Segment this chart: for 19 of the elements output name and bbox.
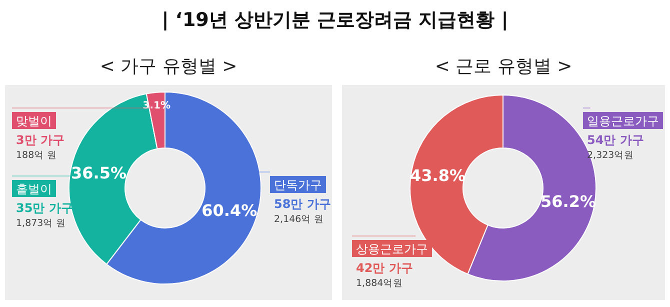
text: 1,884억원 <box>356 278 404 289</box>
text: 1,873억 원 <box>16 218 66 229</box>
chart-title: | ‘19년 상반기분 근로장려금 지급현황 | <box>162 9 508 31</box>
text: 188억 원 <box>16 150 58 161</box>
text: 58만 가구 <box>274 197 331 211</box>
slice-label: 단독가구 <box>274 178 322 192</box>
data-label: 36.5% <box>71 164 127 183</box>
slice-label: 맞벌이 <box>16 114 52 128</box>
slice-label: 상용근로가구 <box>356 242 428 256</box>
text: 3만 가구 <box>16 133 65 147</box>
legend-label: 일용근로가구 <box>587 114 659 128</box>
text: 35만 가구 <box>16 201 73 215</box>
slice-label: 홑벌이 <box>16 182 52 196</box>
text: 42만 가구 <box>356 261 413 275</box>
chart-subtitle: < 근로 유형별 > <box>434 56 572 77</box>
chart-subtitle: < 가구 유형별 > <box>100 56 238 77</box>
data-label: 60.4% <box>202 200 258 220</box>
text: 54만 가구 <box>587 133 644 147</box>
text: 2,146억 원 <box>274 214 324 225</box>
